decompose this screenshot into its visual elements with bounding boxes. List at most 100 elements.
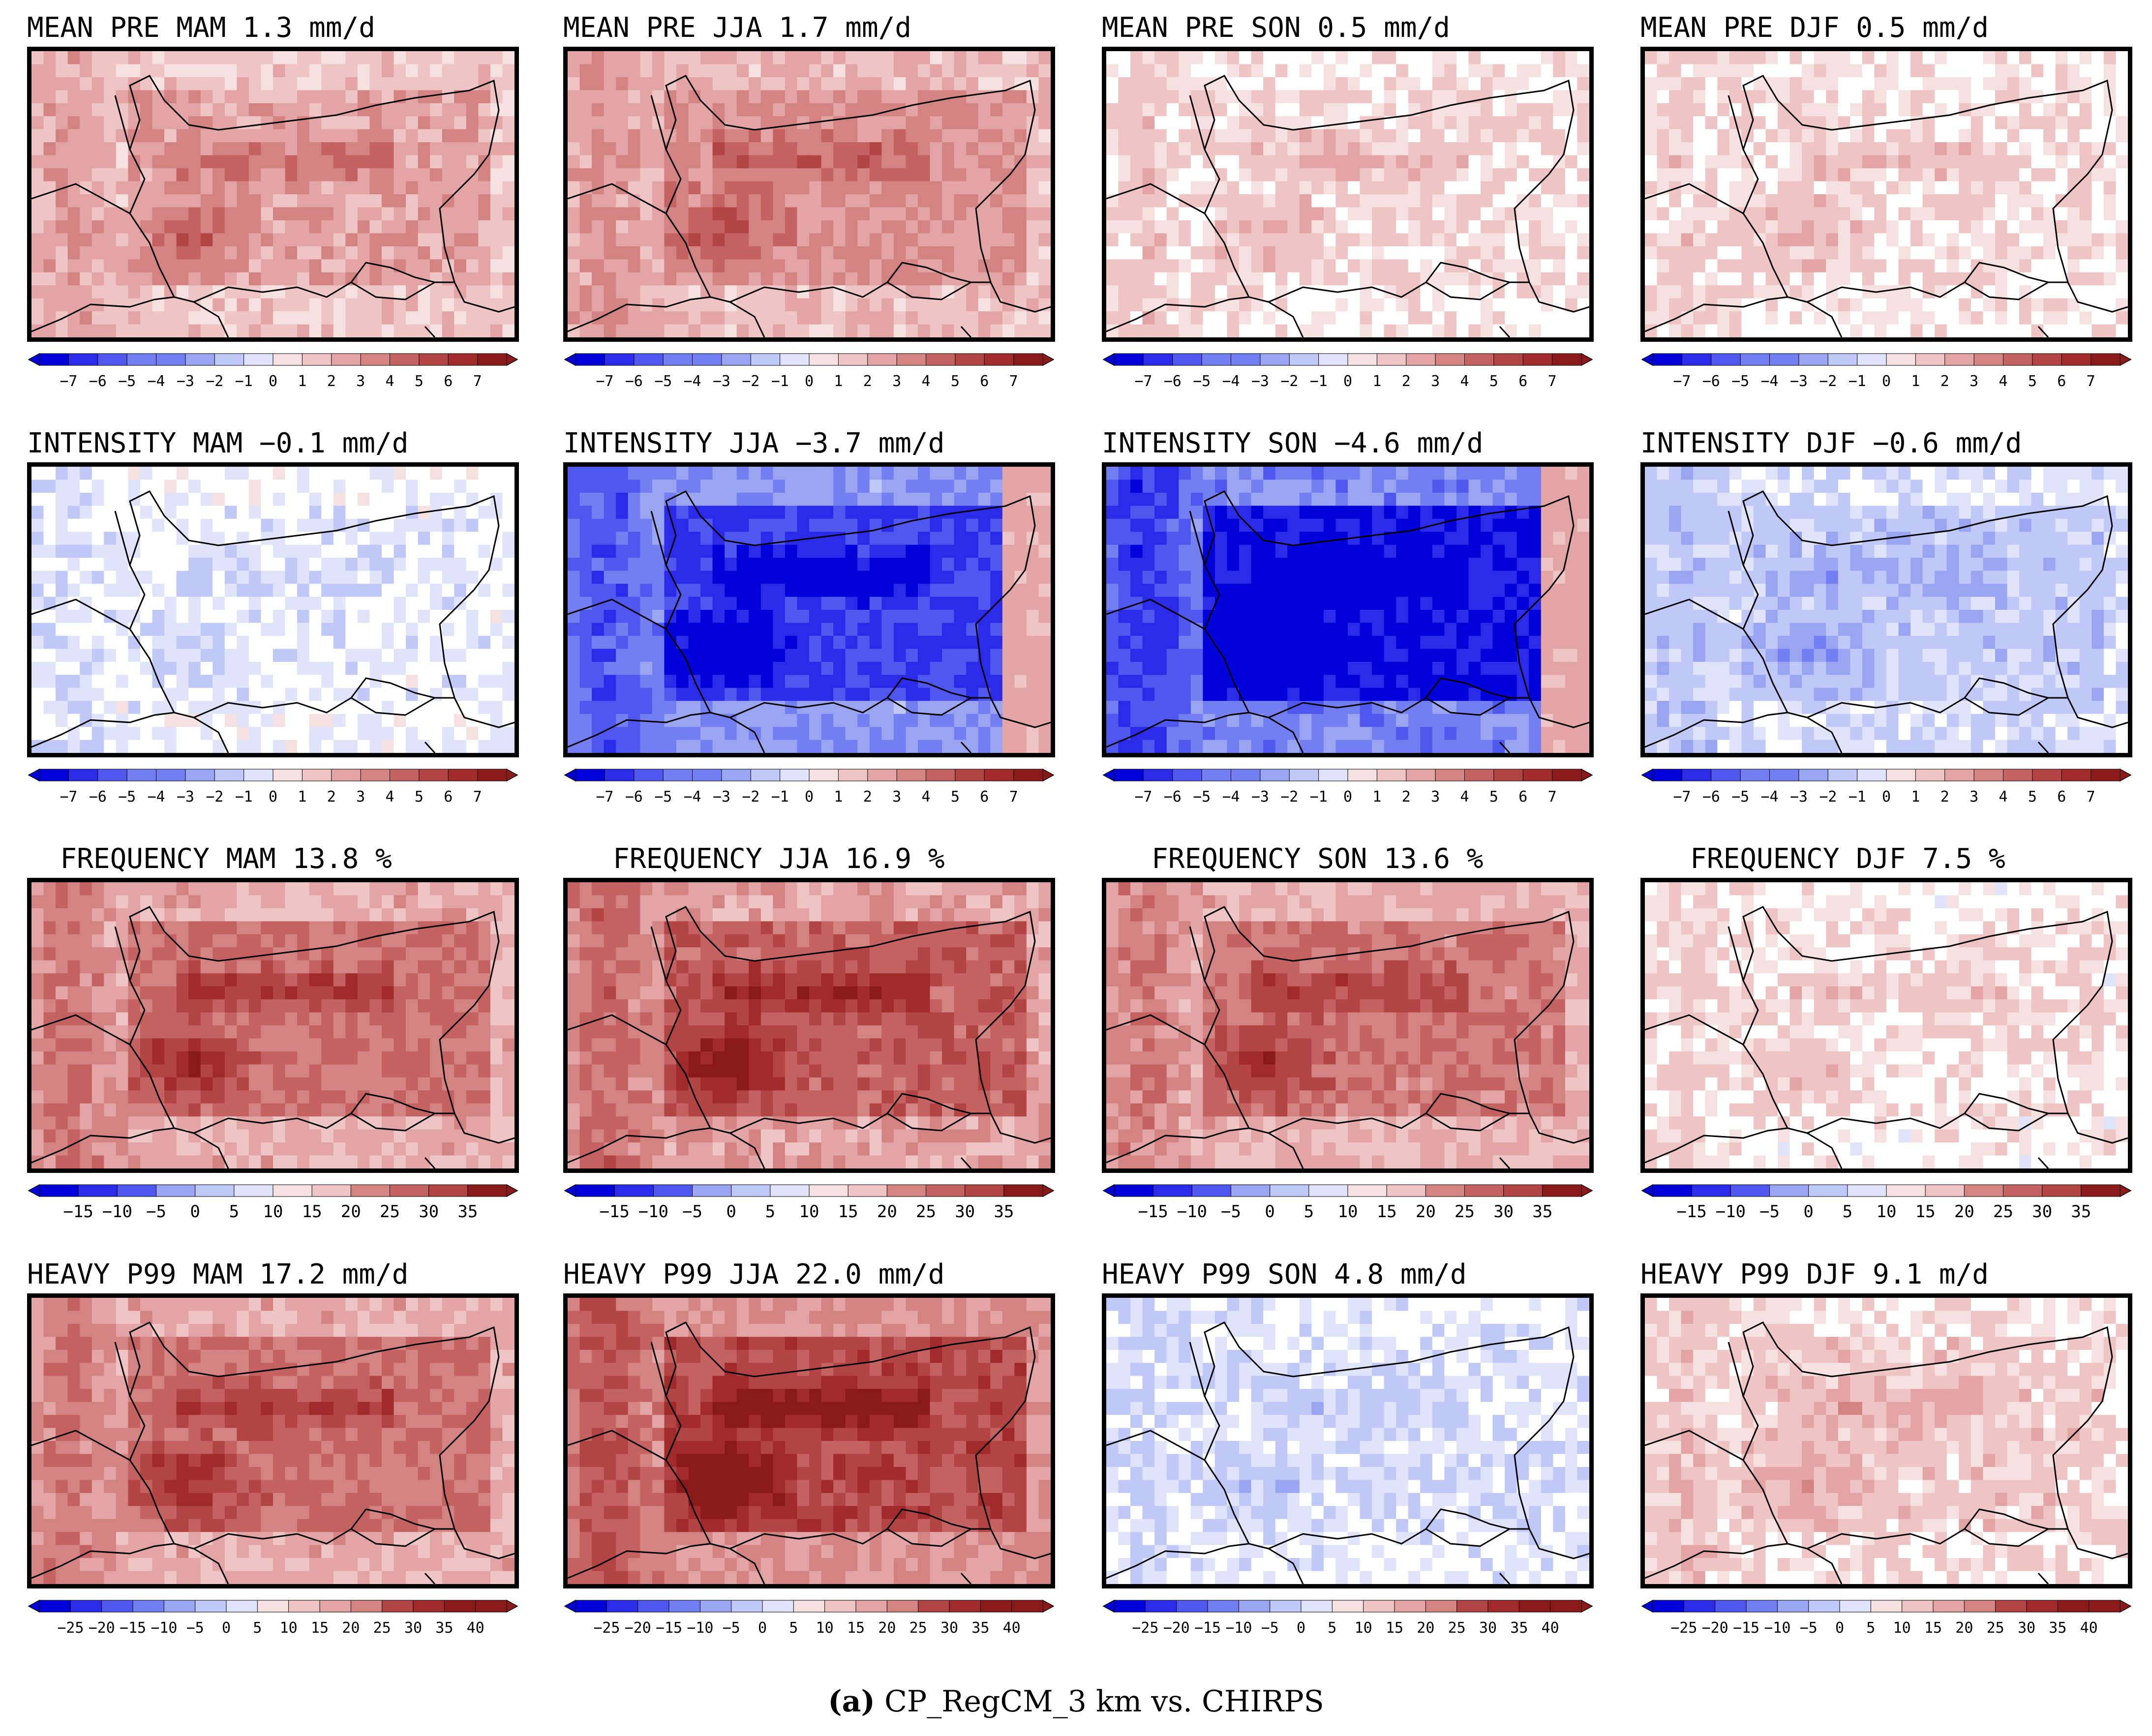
grid-cell (466, 467, 479, 480)
grid-cell (285, 246, 298, 260)
grid-cell (357, 129, 370, 143)
grid-cell (80, 506, 92, 519)
grid-cell (273, 544, 286, 558)
colorbar-segment (243, 353, 273, 366)
grid-cell (224, 311, 237, 325)
grid-cell (43, 207, 56, 221)
grid-cell (104, 311, 117, 325)
grid-cell (2055, 103, 2068, 117)
grid-cell (1142, 324, 1155, 337)
grid-cell (1142, 129, 1155, 143)
grid-cell (978, 168, 991, 182)
grid-cell (712, 207, 725, 221)
grid-cell (1705, 272, 1718, 286)
grid-cell (966, 479, 979, 493)
grid-cell (164, 259, 177, 273)
grid-cell (942, 570, 955, 584)
colorbar-tick-label: 2 (863, 373, 872, 390)
grid-cell (1130, 233, 1143, 247)
colorbar-tick-label: −7 (60, 373, 77, 390)
grid-cell (712, 155, 725, 169)
grid-cell (1335, 51, 1348, 65)
grid-cell (285, 194, 298, 208)
grid-cell (821, 207, 834, 221)
grid-cell (917, 181, 931, 195)
grid-cell (845, 518, 858, 532)
grid-cell (406, 584, 419, 598)
grid-cell (1516, 51, 1529, 65)
grid-cell (906, 90, 918, 104)
grid-cell (954, 570, 967, 584)
grid-cell (309, 635, 322, 649)
grid-cell (454, 727, 467, 741)
grid-cell (942, 492, 955, 506)
grid-cell (1874, 155, 1887, 169)
grid-cell (676, 558, 689, 571)
grid-cell (67, 155, 80, 169)
grid-cell (785, 570, 798, 584)
grid-cell (1657, 246, 1669, 260)
grid-cell (430, 64, 443, 78)
grid-cell (116, 311, 128, 325)
grid-cell (1898, 90, 1911, 104)
grid-cell (579, 467, 592, 480)
grid-cell (91, 675, 104, 688)
grid-cell (1959, 272, 1971, 286)
grid-cell (418, 701, 430, 715)
grid-cell (1765, 51, 1778, 65)
grid-cell (502, 129, 515, 143)
grid-cell (406, 298, 419, 312)
grid-cell (430, 532, 443, 545)
grid-cell (1729, 194, 1742, 208)
grid-cell (140, 661, 153, 675)
grid-cell (430, 233, 443, 247)
grid-cell (1946, 311, 1959, 325)
grid-cell (80, 610, 92, 624)
grid-cell (466, 518, 479, 532)
grid-cell (881, 570, 894, 584)
grid-cell (725, 311, 737, 325)
colorbar-tick-label: −6 (89, 788, 107, 806)
grid-cell (1396, 181, 1409, 195)
grid-cell (1384, 168, 1396, 182)
grid-cell (1481, 220, 1493, 234)
grid-cell (785, 558, 798, 571)
grid-cell (1741, 285, 1754, 299)
grid-cell (628, 259, 640, 273)
grid-cell (80, 675, 92, 688)
grid-cell (797, 168, 810, 182)
grid-cell (568, 285, 580, 299)
grid-cell (1263, 64, 1276, 78)
grid-cell (1251, 259, 1264, 273)
grid-cell (104, 532, 117, 545)
grid-cell (1565, 246, 1578, 260)
grid-cell (1946, 194, 1959, 208)
grid-cell (1251, 129, 1264, 143)
grid-cell (1983, 168, 1996, 182)
grid-cell (237, 688, 249, 701)
colorbar-segment (1857, 353, 1887, 366)
grid-cell (1946, 64, 1959, 78)
grid-cell (664, 64, 677, 78)
grid-cell (1179, 103, 1191, 117)
grid-cell (725, 233, 737, 247)
grid-cell (1541, 246, 1553, 260)
grid-cell (285, 479, 298, 493)
grid-cell (725, 181, 737, 195)
grid-cell (966, 116, 979, 130)
grid-cell (502, 597, 515, 610)
grid-cell (1505, 116, 1517, 130)
colorbar-tick-label: 1 (1911, 373, 1920, 390)
grid-cell (502, 142, 515, 156)
grid-cell (261, 233, 273, 247)
neighbour-border (1189, 95, 1206, 150)
grid-cell (381, 64, 394, 78)
grid-cell (1456, 142, 1469, 156)
grid-cell (188, 518, 201, 532)
grid-cell (369, 584, 382, 598)
grid-cell (502, 649, 515, 662)
grid-cell (1468, 324, 1481, 337)
grid-cell (442, 597, 455, 610)
grid-cell (381, 584, 394, 598)
grid-cell (394, 77, 406, 90)
